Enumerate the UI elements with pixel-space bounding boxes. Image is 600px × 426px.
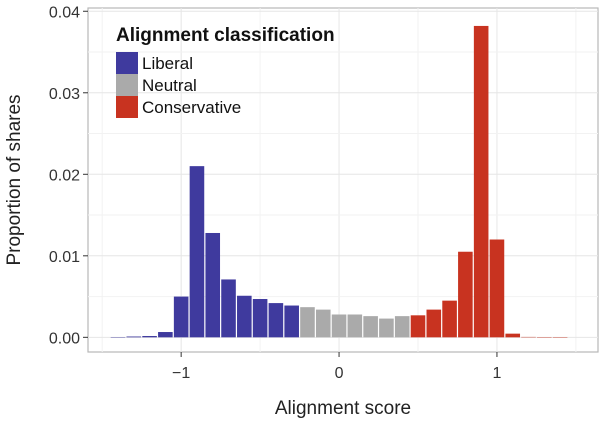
bar-liberal [269,303,284,337]
bar-neutral [379,319,394,338]
bar-conservative [411,315,426,337]
bar-neutral [348,315,363,338]
y-tick-label: 0.01 [49,249,80,266]
legend-label-conservative: Conservative [142,98,241,117]
bar-liberal [142,336,157,337]
legend-swatch-liberal [116,52,138,74]
legend-title: Alignment classification [116,25,335,46]
bar-conservative [426,310,441,338]
bar-liberal [158,332,173,337]
bar-liberal [237,296,252,338]
bar-conservative [458,252,473,338]
bar-liberal [284,306,299,338]
bar-conservative [442,301,457,338]
legend-label-liberal: Liberal [142,54,193,73]
bar-conservative [490,240,505,338]
bar-liberal [205,233,220,337]
bar-liberal [253,299,268,337]
y-tick-label: 0.04 [49,4,80,21]
bar-neutral [316,310,331,338]
bar-neutral [395,316,410,337]
y-tick-label: 0.03 [49,86,80,103]
bar-liberal [221,279,236,337]
x-tick-label: −1 [172,365,190,382]
bar-liberal [126,337,141,338]
legend-label-neutral: Neutral [142,76,197,95]
x-axis-label: Alignment score [275,398,411,419]
y-tick-label: 0.02 [49,167,80,184]
bar-liberal [190,166,205,337]
x-tick-label: 1 [492,365,501,382]
x-tick-label: 0 [335,365,344,382]
bar-conservative [474,26,489,337]
bar-neutral [300,307,315,337]
y-axis-label: Proportion of shares [4,94,25,265]
legend-swatch-neutral [116,74,138,96]
bar-neutral [332,315,347,338]
bar-liberal [174,297,189,338]
legend-swatch-conservative [116,96,138,118]
y-tick-label: 0.00 [49,330,80,347]
bar-neutral [363,316,378,337]
bar-conservative [505,334,520,338]
